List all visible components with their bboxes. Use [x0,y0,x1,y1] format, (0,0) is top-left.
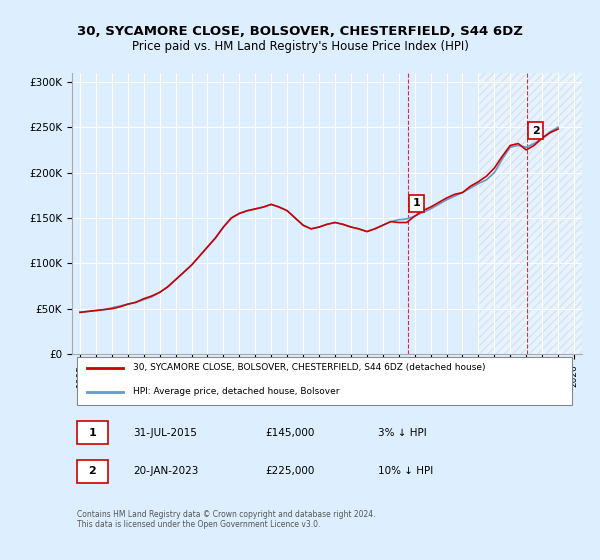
FancyBboxPatch shape [77,460,108,483]
Text: HPI: Average price, detached house, Bolsover: HPI: Average price, detached house, Bols… [133,388,340,396]
Text: Contains HM Land Registry data © Crown copyright and database right 2024.
This d: Contains HM Land Registry data © Crown c… [77,510,376,529]
Text: 2: 2 [89,466,96,477]
FancyBboxPatch shape [77,357,572,405]
Text: 10% ↓ HPI: 10% ↓ HPI [378,466,433,477]
Text: 31-JUL-2015: 31-JUL-2015 [133,427,197,437]
Text: £225,000: £225,000 [266,466,315,477]
Text: £145,000: £145,000 [266,427,315,437]
Text: 1: 1 [413,198,421,208]
Text: 2: 2 [532,125,539,136]
FancyBboxPatch shape [77,421,108,444]
Text: 20-JAN-2023: 20-JAN-2023 [133,466,199,477]
Text: 1: 1 [89,427,96,437]
Text: 30, SYCAMORE CLOSE, BOLSOVER, CHESTERFIELD, S44 6DZ: 30, SYCAMORE CLOSE, BOLSOVER, CHESTERFIE… [77,25,523,38]
Text: Price paid vs. HM Land Registry's House Price Index (HPI): Price paid vs. HM Land Registry's House … [131,40,469,53]
Text: 30, SYCAMORE CLOSE, BOLSOVER, CHESTERFIELD, S44 6DZ (detached house): 30, SYCAMORE CLOSE, BOLSOVER, CHESTERFIE… [133,363,486,372]
Text: 3% ↓ HPI: 3% ↓ HPI [378,427,427,437]
